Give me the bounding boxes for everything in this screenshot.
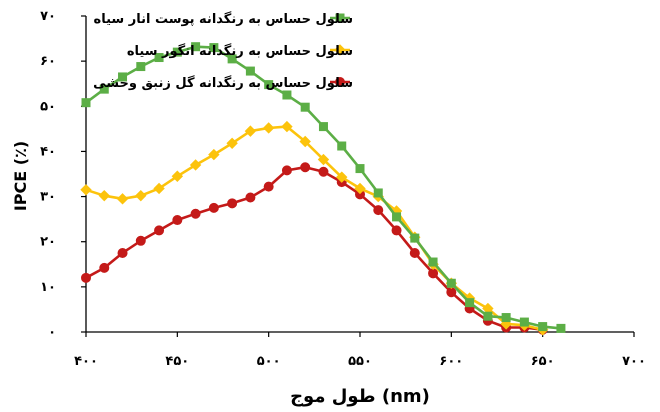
data-point — [428, 268, 439, 279]
data-point — [446, 278, 456, 288]
data-point — [226, 137, 238, 150]
y-axis-label: IPCE (٪) — [11, 141, 30, 211]
data-point — [282, 90, 292, 100]
data-point — [172, 215, 183, 226]
x-axis-label: طول موج (nm) — [290, 386, 430, 407]
data-point — [519, 317, 529, 327]
data-point — [80, 184, 92, 196]
data-point — [299, 135, 311, 148]
data-point — [227, 198, 238, 209]
data-point — [99, 262, 110, 273]
data-point — [244, 125, 257, 137]
data-point — [355, 164, 365, 174]
x-ticks: ۴۰۰ ۴۵۰ ۵۰۰ ۵۵۰ ۶۰۰ ۶۵۰ ۷۰۰ — [74, 332, 646, 369]
y-tick-label: ۷۰ — [40, 9, 56, 24]
x-tick-label: ۶۰۰ — [439, 354, 463, 369]
data-point — [99, 84, 109, 94]
legend-label: سلول حساس به رنگدانه پوست انار سیاه — [94, 11, 353, 27]
data-point — [337, 141, 347, 151]
y-tick-label: ۴۰ — [40, 144, 56, 159]
data-point — [154, 53, 164, 63]
y-tick-label: ۱۰ — [40, 280, 56, 295]
data-point — [263, 181, 274, 192]
data-point — [281, 165, 292, 176]
y-tick-label: ۶۰ — [40, 54, 56, 69]
data-point — [410, 233, 420, 243]
data-point — [191, 42, 201, 52]
y-tick-label: ۲۰ — [40, 235, 56, 250]
data-point — [245, 192, 256, 203]
data-point — [281, 120, 293, 133]
legend-item: سلول حساس به رنگدانه انگور سیاه — [127, 43, 353, 59]
series-2 — [80, 120, 549, 336]
data-point — [318, 122, 328, 132]
y-ticks: ۰ ۱۰ ۲۰ ۳۰ ۴۰ ۵۰ ۶۰ ۷۰ — [40, 9, 86, 340]
data-point — [227, 54, 237, 64]
x-tick-label: ۵۰۰ — [257, 354, 281, 369]
data-point — [208, 202, 219, 213]
data-point — [81, 272, 91, 283]
data-point — [428, 257, 438, 267]
data-point — [556, 323, 566, 333]
data-point — [317, 153, 330, 166]
series-layer — [80, 42, 566, 336]
data-point — [300, 102, 310, 112]
data-point — [81, 98, 91, 108]
data-point — [354, 182, 366, 195]
y-tick-label: ۳۰ — [40, 190, 56, 205]
data-point — [190, 208, 201, 219]
data-point — [373, 188, 383, 198]
data-point — [208, 148, 220, 161]
data-point — [501, 313, 511, 323]
data-point — [116, 193, 129, 205]
data-point — [136, 62, 146, 72]
legend-marker — [335, 77, 345, 87]
x-tick-label: ۶۵۰ — [531, 354, 555, 369]
data-point — [336, 171, 348, 183]
data-point — [135, 189, 147, 202]
data-point — [118, 72, 128, 82]
data-point — [409, 248, 420, 258]
data-point — [98, 189, 110, 202]
data-point — [135, 235, 146, 246]
x-tick-label: ۵۵۰ — [348, 354, 372, 369]
data-point — [391, 225, 402, 236]
x-tick-label: ۷۰۰ — [622, 354, 646, 369]
data-point — [373, 205, 384, 216]
y-tick-label: ۵۰ — [40, 99, 56, 114]
legend-marker — [335, 13, 345, 23]
y-tick-label: ۰ — [48, 325, 56, 340]
legend-item: سلول حساس به رنگدانه پوست انار سیاه — [94, 11, 353, 27]
data-point — [538, 322, 548, 332]
x-tick-label: ۴۵۰ — [165, 354, 189, 369]
data-point — [171, 170, 184, 182]
data-point — [117, 248, 128, 258]
legend-label: سلول حساس به رنگدانه گل زنبق وحشی — [93, 75, 353, 91]
legend-marker — [334, 44, 346, 56]
data-point — [245, 66, 255, 76]
data-point — [209, 43, 219, 53]
data-point — [300, 162, 311, 173]
data-point — [189, 159, 202, 171]
data-point — [392, 212, 402, 222]
data-point — [262, 122, 275, 134]
legend-label: سلول حساس به رنگدانه انگور سیاه — [127, 43, 353, 59]
data-point — [318, 166, 329, 177]
series-1 — [81, 42, 566, 333]
data-point — [446, 287, 457, 298]
data-point — [264, 80, 274, 90]
data-point — [172, 47, 182, 57]
data-point — [483, 311, 493, 321]
data-point — [154, 225, 165, 236]
legend: سلول حساس به رنگدانه پوست انار سیاه سلول … — [93, 11, 353, 91]
legend-item: سلول حساس به رنگدانه گل زنبق وحشی — [93, 75, 353, 91]
data-point — [465, 298, 475, 308]
x-tick-label: ۴۰۰ — [74, 354, 98, 369]
data-point — [153, 182, 165, 195]
